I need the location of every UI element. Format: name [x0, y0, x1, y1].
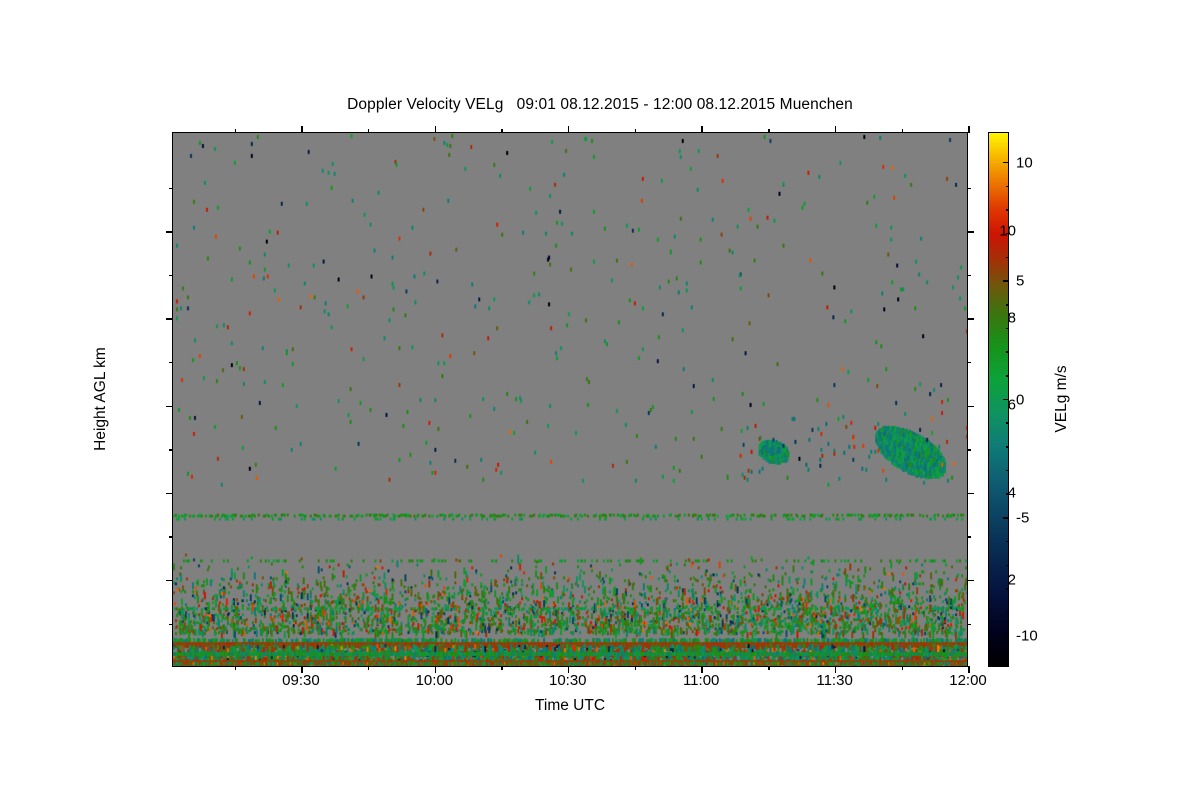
colorbar-tick-label: 10: [1016, 154, 1033, 172]
heatmap-surface: [173, 133, 967, 666]
x-tick-minor-top: [501, 129, 503, 133]
colorbar-tick-label: -10: [1016, 627, 1038, 645]
y-tick-major: [166, 318, 173, 320]
page-title: Doppler Velocity VELg 09:01 08.12.2015 -…: [347, 96, 853, 113]
y-tick-label: 10: [999, 222, 1016, 240]
y-tick-minor-right: [967, 187, 971, 190]
y-tick-minor: [169, 449, 173, 451]
x-tick-minor-top: [234, 129, 236, 133]
x-tick-label: 09:30: [282, 672, 320, 689]
x-tick-major-top: [568, 126, 570, 133]
plot-axes-area[interactable]: [166, 126, 974, 673]
y-tick-minor-right: [967, 274, 971, 277]
x-tick-major: [701, 666, 703, 673]
x-tick-major-top: [301, 126, 303, 133]
x-tick-label: 12:00: [949, 672, 987, 689]
x-tick-label: 11:00: [682, 672, 720, 689]
y-tick-major-right: [967, 405, 974, 408]
heatmap-canvas: [173, 133, 967, 666]
x-tick-major: [568, 666, 570, 673]
x-tick-major: [301, 666, 303, 673]
x-tick-minor: [367, 666, 370, 670]
y-tick-minor-right: [967, 449, 971, 451]
x-tick-minor: [768, 666, 770, 670]
y-tick-minor-right: [967, 536, 971, 538]
x-tick-minor-top: [367, 129, 370, 133]
y-tick-major: [166, 231, 173, 233]
y-tick-major-right: [967, 580, 974, 582]
y-tick-minor: [169, 536, 173, 538]
y-tick-minor: [169, 362, 173, 364]
y-tick-label: 6: [1007, 396, 1016, 414]
y-tick-major: [166, 405, 173, 408]
y-tick-major: [166, 492, 173, 495]
x-tick-minor-top: [634, 129, 637, 133]
y-tick-minor: [169, 187, 173, 190]
x-tick-label: 10:00: [415, 672, 454, 689]
x-tick-label: 10:30: [548, 672, 587, 689]
colorbar-tick-label: -5: [1016, 509, 1030, 527]
y-tick-minor: [169, 623, 173, 626]
colorbar[interactable]: [988, 132, 1009, 667]
x-tick-minor: [901, 666, 903, 670]
x-tick-minor-top: [768, 129, 770, 133]
y-tick-major-right: [967, 318, 974, 320]
x-tick-major-top: [701, 126, 703, 133]
x-tick-minor-top: [901, 129, 903, 133]
y-axis-title: Height AGL km: [92, 347, 109, 451]
y-tick-major-right: [967, 231, 974, 233]
y-tick-label: 2: [1007, 571, 1016, 589]
x-tick-minor: [234, 666, 236, 670]
x-tick-minor: [634, 666, 637, 670]
x-tick-major-top: [434, 126, 437, 133]
colorbar-title: VELg m/s: [1053, 365, 1070, 433]
y-tick-label: 8: [1007, 309, 1016, 327]
y-tick-major-right: [967, 492, 974, 495]
y-tick-minor-right: [967, 362, 971, 364]
colorbar-gradient: [989, 133, 1008, 666]
y-tick-major: [166, 580, 173, 582]
colorbar-tick-label: 0: [1016, 391, 1025, 408]
x-tick-label: 11:30: [816, 672, 853, 689]
x-tick-minor: [501, 666, 503, 670]
y-tick-minor: [169, 274, 173, 277]
x-tick-major: [968, 666, 970, 673]
x-tick-major: [834, 666, 837, 673]
x-tick-major-top: [968, 126, 970, 133]
y-tick-label: 4: [1007, 484, 1016, 502]
colorbar-tick-label: 5: [1016, 272, 1025, 290]
x-axis-title: Time UTC: [534, 697, 606, 714]
y-tick-minor-right: [967, 623, 971, 626]
x-tick-major: [434, 666, 437, 673]
x-tick-major-top: [834, 126, 837, 133]
